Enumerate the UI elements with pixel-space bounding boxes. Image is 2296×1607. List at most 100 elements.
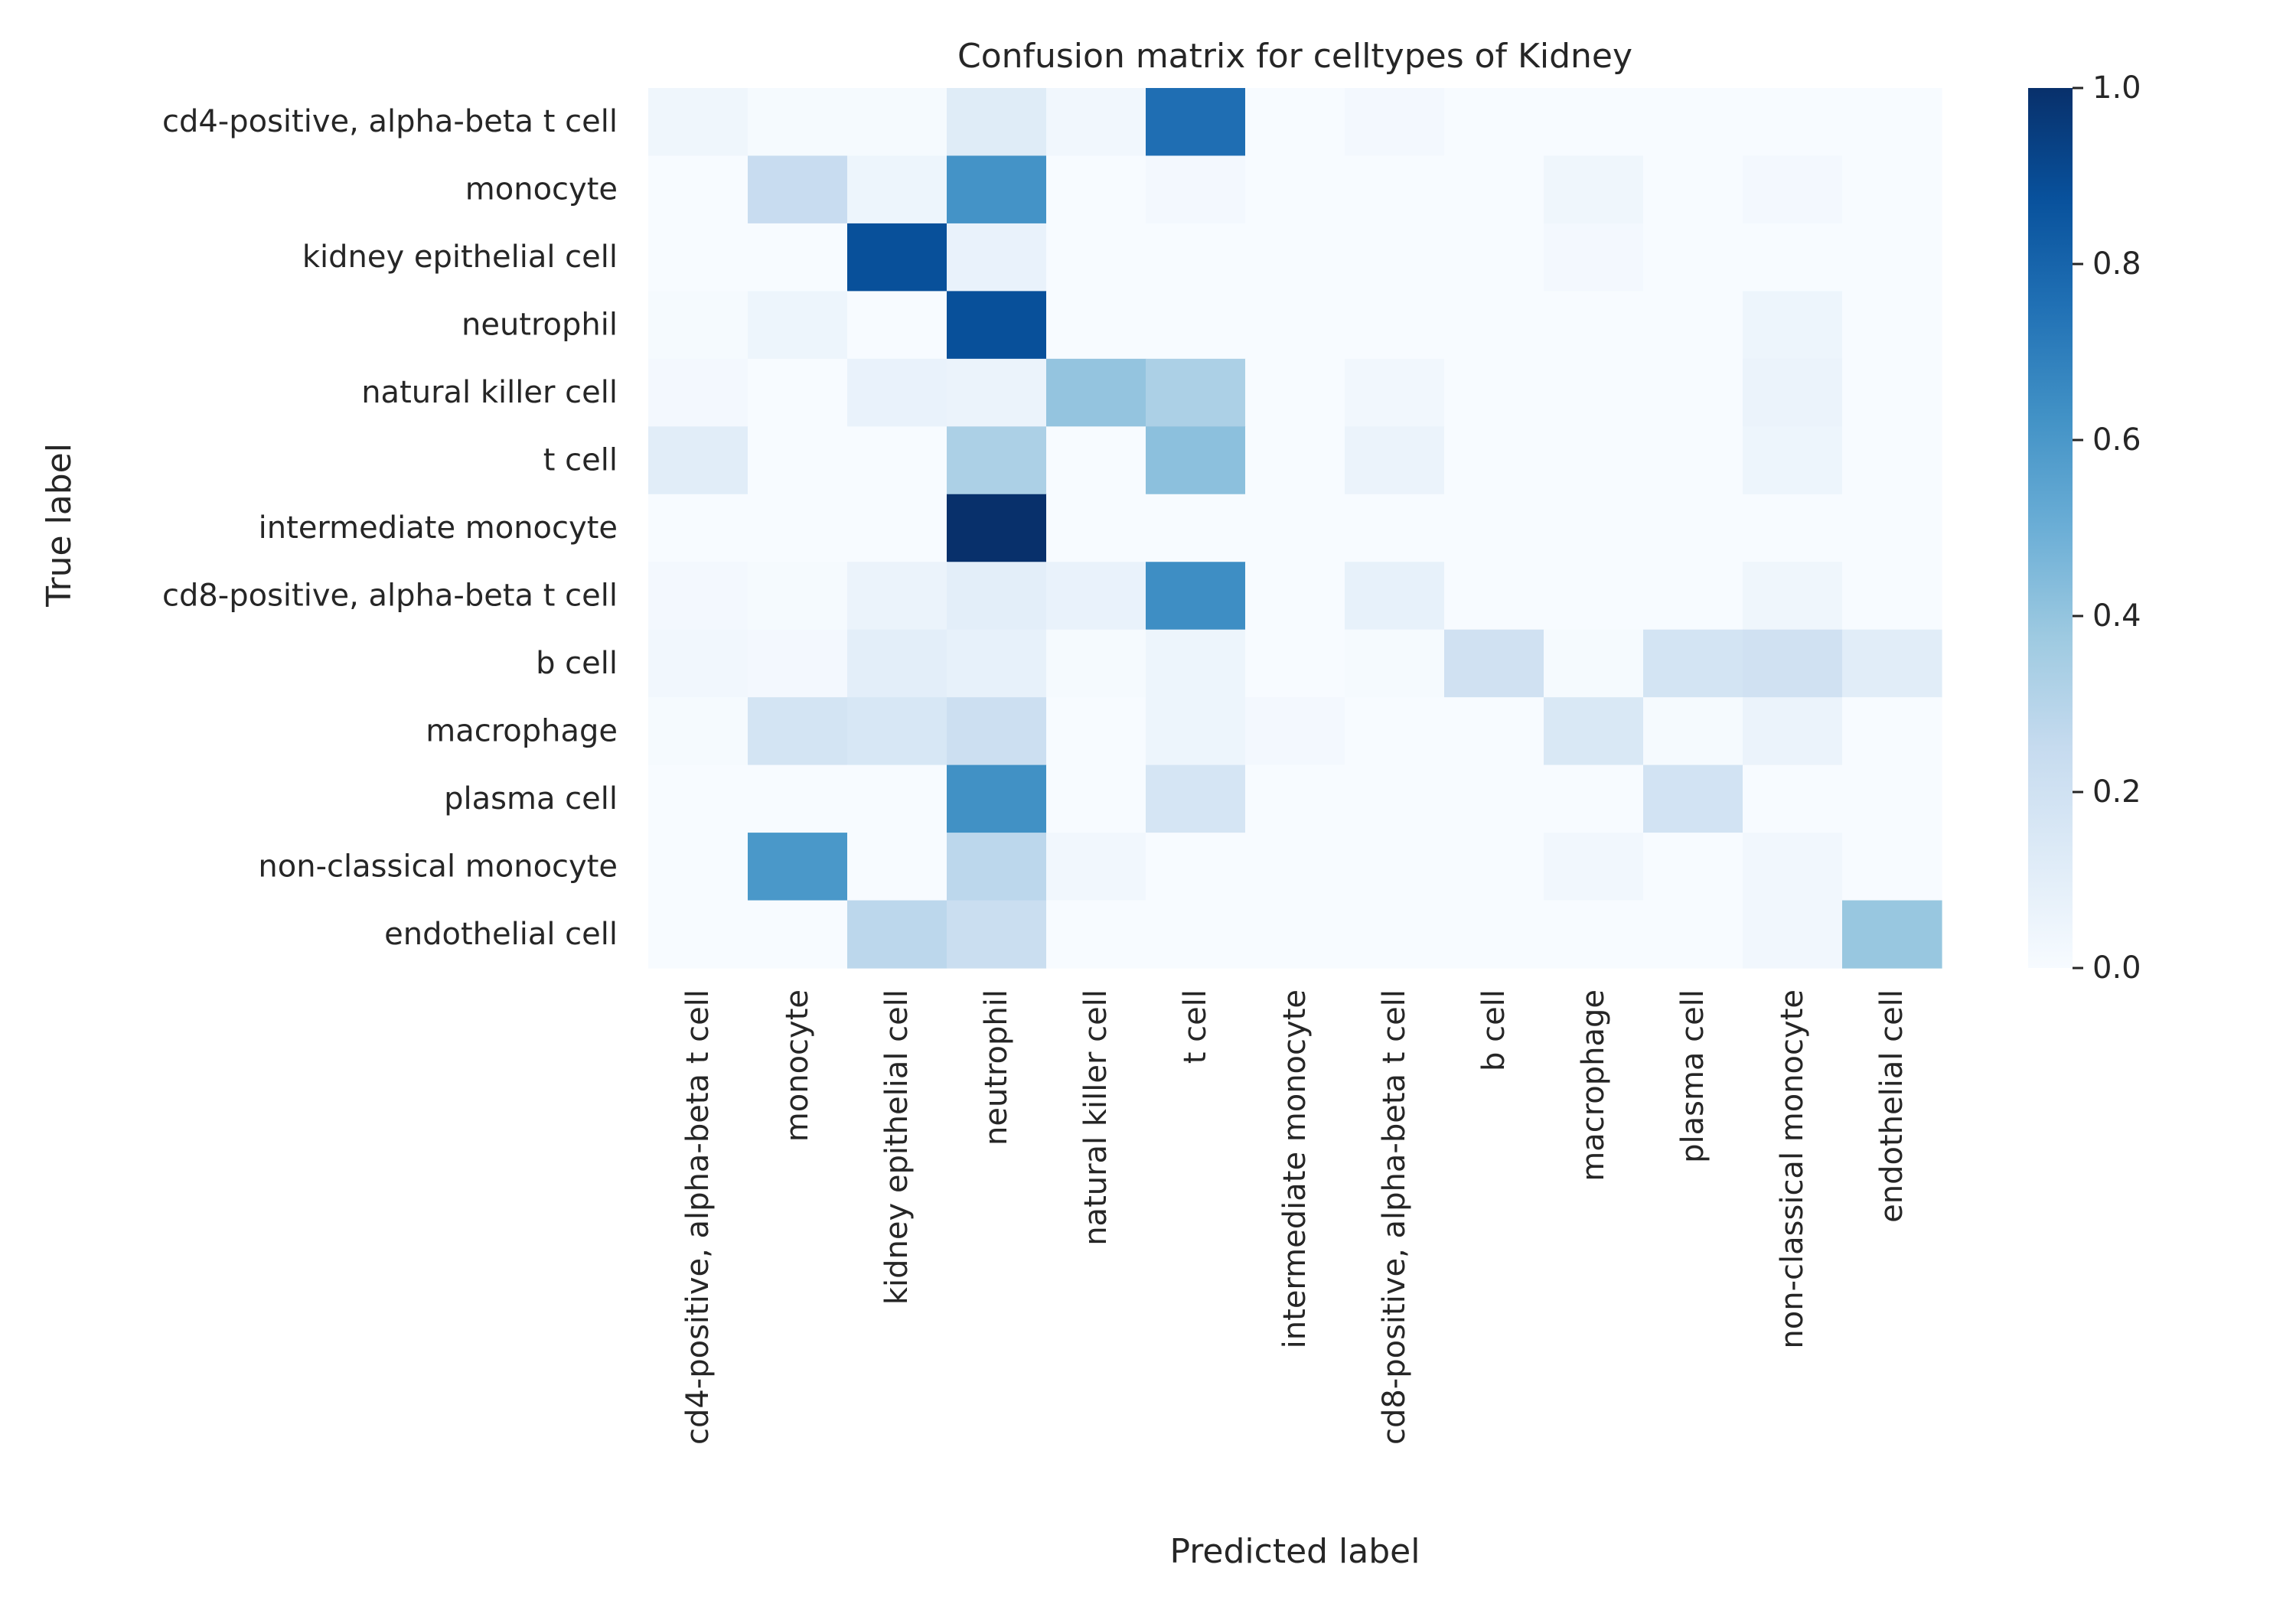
heatmap-cell	[1345, 88, 1445, 157]
heatmap-cell	[1046, 697, 1146, 766]
y-axis-label: True label	[40, 443, 79, 608]
heatmap-cell	[648, 494, 748, 562]
y-tick-label: plasma cell	[444, 781, 618, 817]
heatmap-cell	[1743, 629, 1843, 698]
heatmap-cell	[1444, 697, 1544, 766]
heatmap-cell	[847, 562, 947, 631]
heatmap-cell	[748, 494, 848, 562]
heatmap-cell	[1345, 426, 1445, 495]
heatmap-cell	[1643, 764, 1743, 833]
x-tick-labels: cd4-positive, alpha-beta t cell monocyte k…	[680, 989, 1910, 1445]
heatmap-cell	[1743, 426, 1843, 495]
heatmap-cell	[1245, 833, 1345, 901]
heatmap-cell	[1842, 697, 1942, 766]
heatmap-cell	[847, 833, 947, 901]
heatmap-cell	[1643, 223, 1743, 292]
colorbar: 0.0 0.2 0.4 0.6 0.8 1.0	[2028, 70, 2141, 986]
heatmap-cell	[1146, 697, 1246, 766]
heatmap-cell	[1544, 629, 1644, 698]
heatmap-cell	[1643, 358, 1743, 427]
y-tick-label: natural killer cell	[361, 375, 618, 410]
x-tick-label: natural killer cell	[1078, 989, 1114, 1246]
heatmap-cell	[1444, 426, 1544, 495]
heatmap-cell	[1345, 358, 1445, 427]
heatmap-cell	[1345, 291, 1445, 360]
colorbar-tick-label: 0.4	[2092, 598, 2141, 634]
heatmap-cell	[1544, 223, 1644, 292]
heatmap-cell	[1643, 562, 1743, 631]
heatmap-cell	[1842, 764, 1942, 833]
heatmap-cell	[748, 155, 848, 224]
heatmap-cell	[1444, 562, 1544, 631]
heatmap-cell	[648, 291, 748, 360]
colorbar-tick-label: 0.2	[2092, 774, 2141, 810]
x-tick-label: non-classical monocyte	[1775, 989, 1810, 1349]
heatmap-cell	[1444, 764, 1544, 833]
heatmap-cell	[947, 629, 1047, 698]
heatmap-cell	[1743, 155, 1843, 224]
heatmap-cell	[1743, 900, 1843, 969]
heatmap-cell	[1544, 697, 1644, 766]
x-tick-label: plasma cell	[1675, 989, 1711, 1163]
x-tick-label: t cell	[1178, 989, 1213, 1064]
heatmap-cell	[1643, 629, 1743, 698]
heatmap-cell	[1245, 155, 1345, 224]
heatmap-cell	[1345, 223, 1445, 292]
heatmap-cell	[947, 426, 1047, 495]
heatmap-cell	[1842, 223, 1942, 292]
heatmap-cell	[748, 562, 848, 631]
heatmap-cell	[847, 223, 947, 292]
heatmap-cell	[947, 88, 1047, 157]
heatmap-cell	[947, 697, 1047, 766]
heatmap-cell	[1643, 155, 1743, 224]
heatmap-cell	[1345, 764, 1445, 833]
x-tick-label: b cell	[1476, 989, 1512, 1071]
heatmap-cell	[1046, 223, 1146, 292]
heatmap-cell	[1842, 494, 1942, 562]
heatmap-cell	[1444, 88, 1544, 157]
y-tick-label: kidney epithelial cell	[302, 240, 618, 275]
heatmap-cell	[648, 223, 748, 292]
heatmap-cell	[847, 358, 947, 427]
y-tick-label: neutrophil	[461, 308, 618, 343]
heatmap-cell	[947, 358, 1047, 427]
heatmap-cell	[947, 223, 1047, 292]
heatmap-cell	[1046, 291, 1146, 360]
heatmap-cell	[1842, 562, 1942, 631]
heatmap-cell	[1345, 833, 1445, 901]
heatmap-cell	[1345, 494, 1445, 562]
y-tick-label: intermediate monocyte	[259, 510, 618, 546]
heatmap-cell	[1345, 900, 1445, 969]
heatmap-cell	[947, 494, 1047, 562]
heatmap-cell	[1345, 697, 1445, 766]
heatmap-cell	[1842, 426, 1942, 495]
heatmap-cell	[748, 358, 848, 427]
heatmap-cell	[1544, 562, 1644, 631]
heatmap-cell	[1743, 697, 1843, 766]
heatmap-cell	[1544, 291, 1644, 360]
heatmap-cell	[1643, 697, 1743, 766]
heatmap-cell	[1146, 494, 1246, 562]
y-tick-label: cd4-positive, alpha-beta t cell	[162, 104, 618, 139]
heatmap-cell	[947, 900, 1047, 969]
heatmap-cell	[1842, 629, 1942, 698]
x-tick-label: macrophage	[1576, 989, 1611, 1182]
heatmap-cell	[1345, 629, 1445, 698]
heatmap-cell	[1444, 494, 1544, 562]
heatmap-cell	[1444, 358, 1544, 427]
heatmap-cell	[1743, 291, 1843, 360]
heatmap-cell	[1842, 291, 1942, 360]
heatmap-cell	[1245, 494, 1345, 562]
y-tick-labels: cd4-positive, alpha-beta t cell monocyte k…	[162, 104, 618, 952]
heatmap-cell	[648, 629, 748, 698]
heatmap-cell	[648, 155, 748, 224]
heatmap-cell	[1245, 223, 1345, 292]
heatmap-cell	[1046, 358, 1146, 427]
heatmap-cell	[1444, 223, 1544, 292]
heatmap-cell	[1444, 900, 1544, 969]
heatmap-cell	[648, 697, 748, 766]
heatmap-cell	[1146, 562, 1246, 631]
heatmap-cell	[1842, 833, 1942, 901]
heatmap-cell	[1643, 88, 1743, 157]
heatmap-cell	[1544, 358, 1644, 427]
